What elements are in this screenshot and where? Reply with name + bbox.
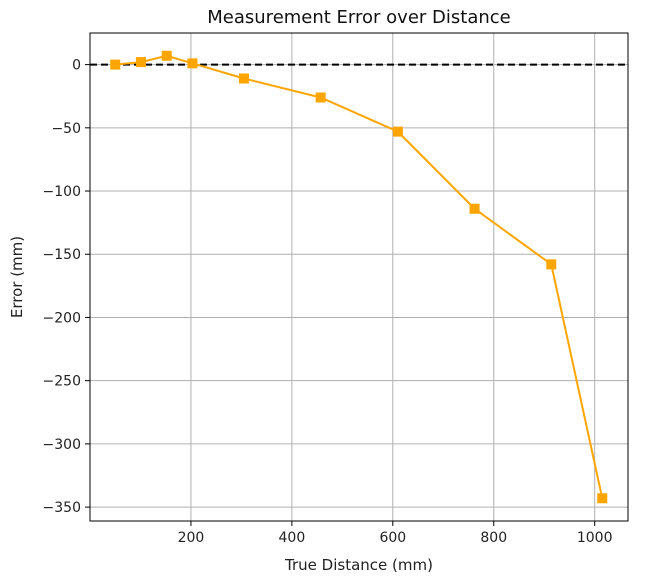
chart-title: Measurement Error over Distance [207, 7, 510, 28]
series-line [115, 54, 604, 499]
x-tick-label: 1000 [577, 530, 613, 546]
y-tick-label: −350 [43, 500, 81, 516]
grid-layer [90, 33, 628, 521]
data-point [546, 259, 557, 270]
data-point [469, 203, 480, 214]
data-point [238, 73, 249, 84]
data-point [315, 92, 326, 103]
y-tick-label: −200 [43, 310, 81, 326]
series-layer [110, 50, 608, 504]
x-tick-label: 600 [379, 530, 406, 546]
plot-frame [89, 32, 629, 522]
y-tick-label: 0 [72, 58, 81, 74]
y-tick-label: −250 [43, 374, 81, 390]
data-point [392, 126, 403, 137]
y-tick-label: −150 [43, 247, 81, 263]
data-point [110, 59, 121, 70]
x-axis-title: True Distance (mm) [284, 556, 433, 574]
data-point [187, 58, 198, 69]
y-tick-label: −100 [43, 184, 81, 200]
y-tick-label: −300 [43, 437, 81, 453]
x-tick-label: 800 [480, 530, 507, 546]
data-point [597, 493, 608, 504]
y-tick-label: −50 [51, 121, 81, 137]
data-point [161, 50, 172, 61]
y-axis-title: Error (mm) [8, 236, 26, 318]
x-tick-label: 400 [279, 530, 306, 546]
data-point [135, 57, 146, 68]
tick-layer: 200 400 600 800 1000 0 −50 −100 −150 −200 −250 −300… [43, 58, 613, 546]
x-tick-label: 200 [178, 530, 205, 546]
